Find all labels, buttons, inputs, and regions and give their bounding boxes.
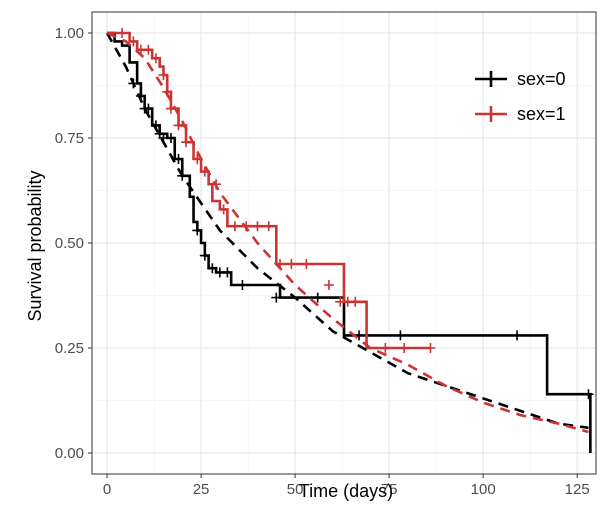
censor-mark	[165, 133, 176, 143]
x-axis: 0 25 50 75 100 125	[103, 474, 590, 498]
series-layer	[105, 28, 594, 453]
y-tick-label: 0.75	[55, 130, 84, 147]
series-sex-1	[107, 28, 436, 353]
legend-label: sex=0	[517, 69, 566, 89]
censor-mark	[173, 120, 184, 131]
censor-mark	[512, 330, 523, 341]
censor-mark	[222, 267, 233, 278]
y-axis: 0.00 0.25 0.50 0.75 1.00	[55, 25, 92, 462]
x-tick-label: 75	[381, 481, 398, 498]
series-sex-0-fitted	[105, 32, 589, 430]
censor-mark	[150, 53, 161, 64]
legend-key	[475, 71, 507, 87]
censor-mark	[143, 44, 154, 55]
fitted-curve-sex-0-fitted	[105, 32, 589, 430]
censor-mark	[399, 343, 410, 353]
y-tick-label: 0.25	[55, 340, 84, 357]
censor-mark	[425, 343, 436, 353]
censor-mark	[117, 28, 128, 38]
censor-mark	[301, 259, 312, 269]
censor-mark	[192, 225, 203, 236]
censor-mark	[143, 103, 154, 114]
censor-mark	[173, 154, 184, 164]
censor-mark	[312, 292, 323, 303]
legend-item: sex=1	[475, 104, 566, 124]
censor-mark	[252, 221, 263, 232]
legend: sex=0 sex=1	[475, 69, 566, 124]
censor-mark	[181, 137, 192, 148]
y-tick-label: 0.50	[55, 235, 84, 252]
censor-mark	[237, 280, 248, 290]
censor-mark	[380, 343, 391, 353]
x-tick-label: 25	[193, 481, 210, 498]
censor-mark	[263, 221, 274, 232]
series-sex-1-fitted	[106, 31, 589, 434]
censor-mark	[323, 280, 334, 290]
censor-mark	[128, 36, 139, 47]
x-tick-label: 0	[103, 481, 111, 498]
fitted-curve-sex-1-fitted	[106, 31, 589, 434]
censor-mark	[395, 330, 406, 341]
censor-mark	[350, 296, 361, 307]
censor-mark	[286, 259, 297, 269]
censor-mark	[583, 389, 594, 400]
x-axis-title: Time (days)	[299, 481, 393, 501]
censor-mark	[207, 263, 218, 274]
censor-mark	[271, 292, 282, 303]
legend-label: sex=1	[517, 104, 566, 124]
y-tick-label: 1.00	[55, 25, 84, 42]
x-tick-label: 100	[471, 481, 496, 498]
censor-mark	[158, 70, 169, 80]
y-tick-label: 0.00	[55, 445, 84, 462]
plot-panel	[91, 11, 597, 475]
y-axis-title: Survival probability	[25, 170, 45, 321]
legend-item: sex=0	[475, 69, 566, 89]
censor-mark	[199, 250, 210, 261]
x-tick-label: 125	[565, 481, 590, 498]
censor-mark	[229, 221, 240, 232]
legend-key	[475, 106, 507, 122]
x-tick-label: 50	[287, 481, 304, 498]
censor-mark	[218, 204, 229, 215]
